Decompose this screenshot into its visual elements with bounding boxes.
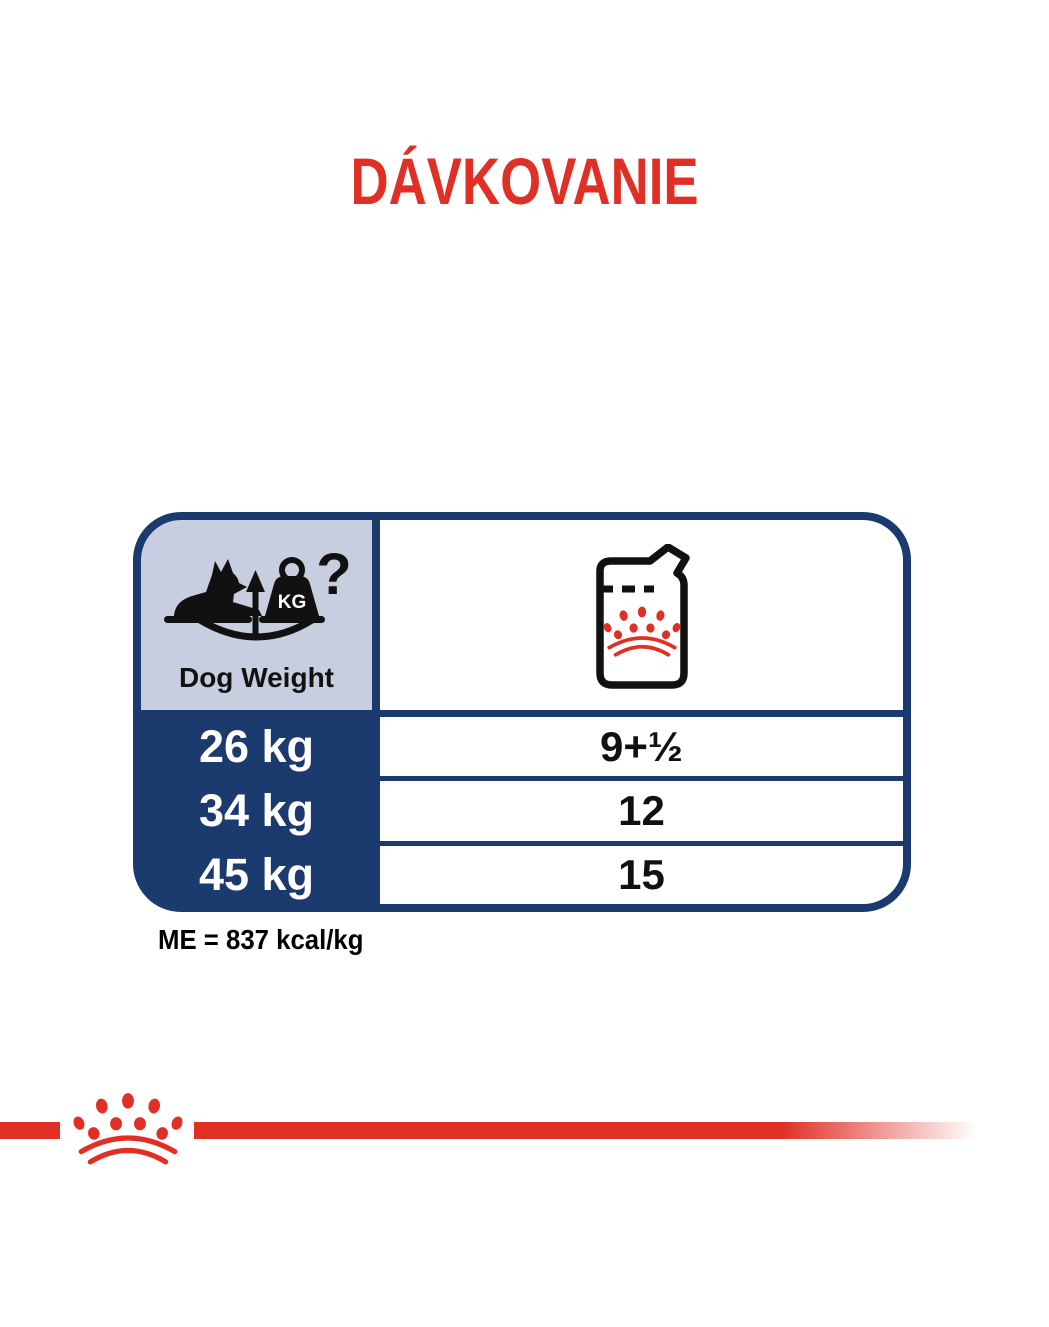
table-row-weight: 26 kg: [198, 720, 315, 772]
table-row-pouches: 12: [380, 781, 903, 841]
dog-weight-label: Dog Weight: [178, 662, 334, 693]
metabolizable-energy-note: ME = 837 kcal/kg: [158, 924, 364, 955]
page-title-text: DÁVKOVANIE: [350, 144, 699, 218]
question-mark: ?: [316, 546, 351, 607]
table-row-pouches: 9+½: [380, 717, 903, 776]
food-pouch-icon: [595, 544, 690, 689]
feeding-table: KG ? Dog Weight: [133, 512, 911, 912]
royal-canin-crown-logo: [73, 1093, 183, 1165]
page-title: DÁVKOVANIE: [0, 148, 1049, 214]
kg-label: KG: [277, 592, 306, 613]
table-row-weight: 45 kg: [198, 849, 315, 900]
table-header-pouch: [380, 520, 903, 710]
table-row-pouches: 15: [380, 846, 903, 904]
footer-red-bar: [0, 1122, 977, 1139]
table-row-weight: 34 kg: [198, 785, 315, 836]
dog-weight-scale-icon: KG ?: [163, 546, 351, 641]
table-header-dog-weight: KG ? Dog Weight: [141, 520, 372, 710]
